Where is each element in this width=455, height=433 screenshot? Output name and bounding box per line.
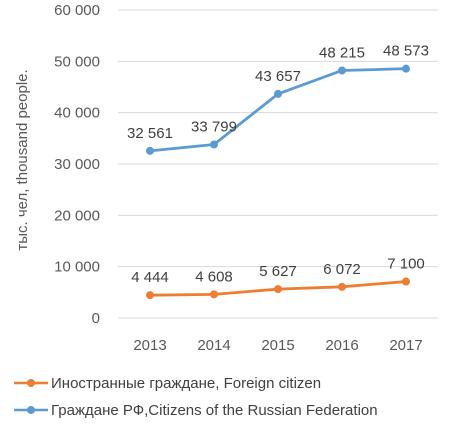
x-tick-label: 2013	[133, 337, 166, 354]
data-label: 4 608	[195, 268, 233, 285]
data-point	[402, 64, 410, 73]
data-point	[274, 285, 282, 294]
y-axis-ticks: 0 10 000 20 000 30 000 40 000 50 000 60 000	[54, 2, 100, 327]
y-tick-label: 0	[92, 310, 100, 327]
data-label: 33 799	[191, 118, 237, 135]
x-axis-ticks: 2013 2014 2015 2016 2017	[133, 337, 422, 354]
legend: Иностранные граждане, Foreign citizen Гр…	[14, 375, 378, 419]
data-label: 48 573	[383, 43, 429, 60]
data-point	[210, 290, 218, 299]
x-tick-label: 2014	[197, 337, 230, 354]
data-label: 5 627	[259, 263, 297, 280]
data-point	[146, 291, 154, 300]
x-tick-label: 2017	[389, 337, 422, 354]
series-1: 32 561 33 799 43 657 48 215 48 573	[127, 43, 429, 155]
data-label: 6 072	[323, 261, 361, 278]
data-point	[274, 89, 282, 98]
series-0: 4 444 4 608 5 627 6 072 7 100	[131, 256, 425, 300]
data-point	[338, 282, 346, 291]
data-point	[210, 140, 218, 149]
y-tick-label: 30 000	[54, 156, 100, 173]
legend-label-russian: Граждане РФ,Citizens of the Russian Fede…	[51, 402, 378, 419]
legend-label-foreign: Иностранные граждане, Foreign citizen	[51, 375, 321, 392]
data-label: 48 215	[319, 44, 365, 61]
data-label: 7 100	[387, 256, 425, 273]
y-axis-label: тыс. чел, thousand people.	[14, 69, 31, 250]
y-tick-label: 50 000	[54, 53, 100, 70]
y-tick-label: 10 000	[54, 259, 100, 276]
legend-item-foreign: Иностранные граждане, Foreign citizen	[14, 375, 321, 392]
data-point	[338, 66, 346, 75]
data-label: 43 657	[255, 68, 301, 85]
data-label: 4 444	[131, 269, 169, 286]
legend-marker-russian	[27, 406, 35, 414]
x-tick-label: 2015	[261, 337, 294, 354]
legend-marker-foreign	[27, 379, 35, 387]
legend-item-russian: Граждане РФ,Citizens of the Russian Fede…	[14, 402, 378, 419]
x-tick-label: 2016	[325, 337, 358, 354]
data-label: 32 561	[127, 125, 173, 142]
data-point	[402, 277, 410, 286]
grid-lines	[118, 9, 438, 319]
y-tick-label: 60 000	[54, 2, 100, 19]
series-layer: 4 444 4 608 5 627 6 072 7 100 32 561 33 799 43 …	[127, 43, 429, 300]
data-point	[146, 146, 154, 155]
y-tick-label: 20 000	[54, 207, 100, 224]
y-tick-label: 40 000	[54, 105, 100, 122]
